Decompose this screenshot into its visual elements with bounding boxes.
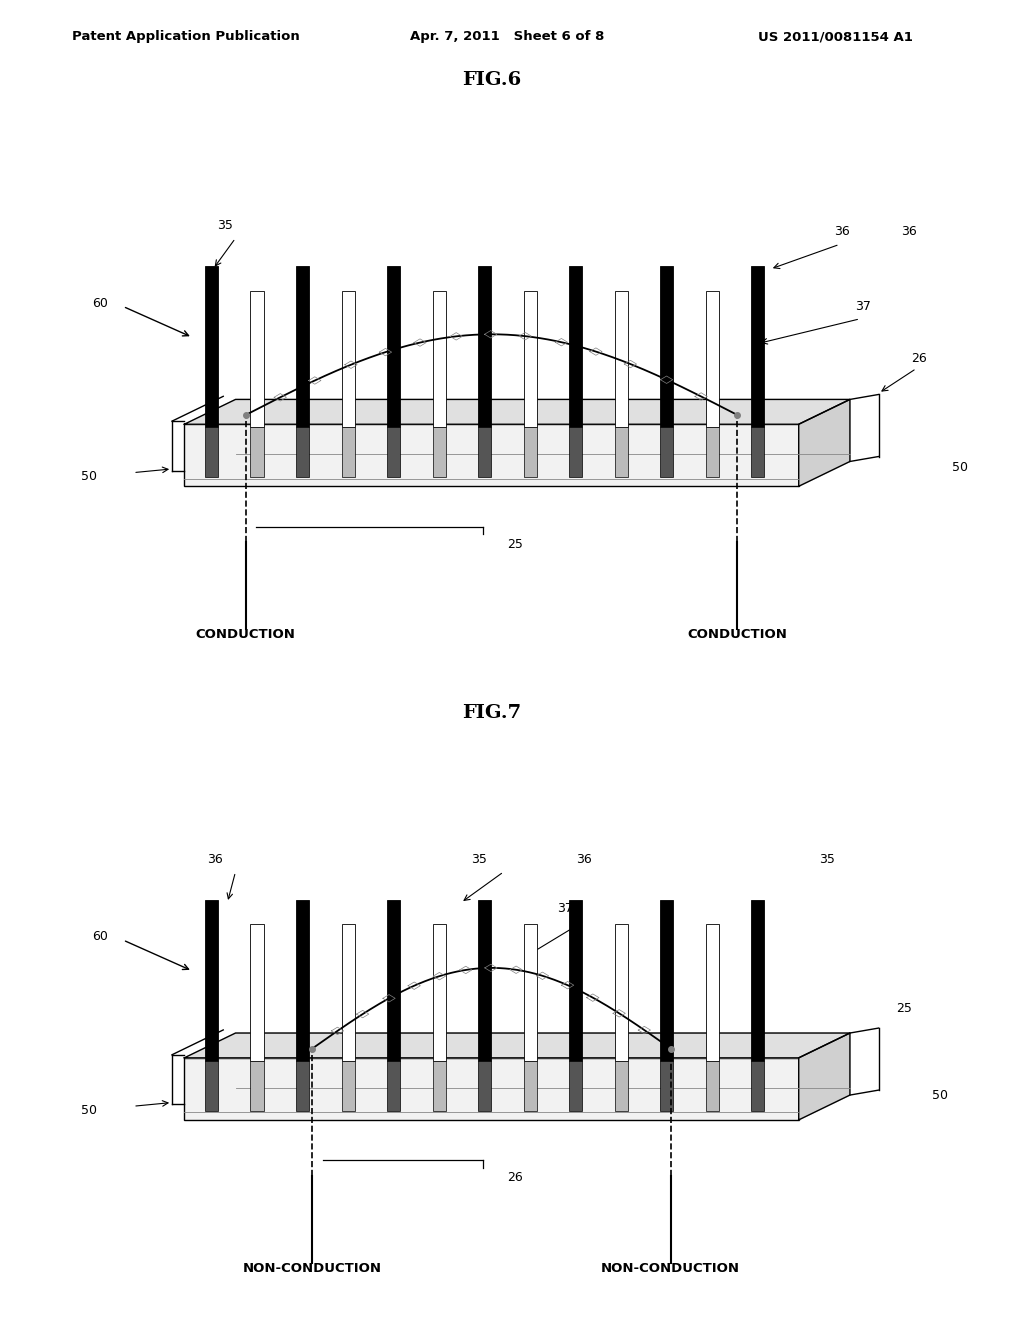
- Text: 60: 60: [91, 931, 108, 944]
- Bar: [569, 1061, 583, 1110]
- Text: 36: 36: [901, 226, 916, 238]
- Bar: [706, 428, 719, 477]
- Text: 60: 60: [91, 297, 108, 310]
- Bar: [523, 290, 537, 428]
- Text: CONDUCTION: CONDUCTION: [196, 628, 296, 642]
- Text: 50: 50: [81, 1104, 97, 1117]
- Bar: [205, 900, 218, 1061]
- Text: US 2011/0081154 A1: US 2011/0081154 A1: [758, 30, 912, 44]
- Bar: [478, 428, 492, 477]
- Bar: [432, 290, 445, 428]
- Bar: [706, 290, 719, 428]
- Bar: [342, 924, 355, 1061]
- Text: 36: 36: [575, 853, 592, 866]
- Polygon shape: [184, 400, 850, 424]
- Bar: [296, 428, 309, 477]
- Bar: [614, 428, 628, 477]
- Bar: [342, 428, 355, 477]
- Bar: [251, 290, 264, 428]
- Bar: [614, 290, 628, 428]
- Text: 26: 26: [911, 352, 927, 366]
- Bar: [251, 924, 264, 1061]
- Text: CONDUCTION: CONDUCTION: [687, 628, 787, 642]
- Text: NON-CONDUCTION: NON-CONDUCTION: [243, 1262, 382, 1275]
- Bar: [205, 428, 218, 477]
- Text: Patent Application Publication: Patent Application Publication: [72, 30, 299, 44]
- Bar: [752, 1061, 764, 1110]
- Text: 50: 50: [952, 461, 969, 474]
- Bar: [523, 1061, 537, 1110]
- Bar: [432, 1061, 445, 1110]
- Bar: [660, 428, 674, 477]
- Bar: [752, 900, 764, 1061]
- Text: 37: 37: [557, 902, 573, 915]
- Bar: [660, 900, 674, 1061]
- Text: NON-CONDUCTION: NON-CONDUCTION: [601, 1262, 740, 1275]
- Bar: [432, 428, 445, 477]
- Text: 25: 25: [507, 537, 523, 550]
- Bar: [342, 1061, 355, 1110]
- Bar: [706, 924, 719, 1061]
- Bar: [251, 428, 264, 477]
- Text: 36: 36: [835, 226, 850, 238]
- Text: 35: 35: [217, 219, 233, 232]
- Bar: [478, 900, 492, 1061]
- Text: 37: 37: [855, 300, 871, 313]
- Text: 26: 26: [507, 1171, 522, 1184]
- Bar: [660, 1061, 674, 1110]
- Bar: [523, 924, 537, 1061]
- Bar: [432, 924, 445, 1061]
- Text: Apr. 7, 2011   Sheet 6 of 8: Apr. 7, 2011 Sheet 6 of 8: [410, 30, 604, 44]
- Bar: [205, 1061, 218, 1110]
- Bar: [205, 267, 218, 428]
- Bar: [752, 267, 764, 428]
- Text: 50: 50: [932, 1089, 948, 1102]
- Text: FIG.7: FIG.7: [462, 705, 521, 722]
- Text: 50: 50: [81, 470, 97, 483]
- Bar: [569, 428, 583, 477]
- Bar: [251, 1061, 264, 1110]
- Text: 36: 36: [207, 853, 223, 866]
- Bar: [184, 1057, 799, 1119]
- Bar: [387, 1061, 400, 1110]
- Polygon shape: [799, 1034, 850, 1119]
- Bar: [184, 424, 799, 486]
- Text: 25: 25: [896, 1002, 912, 1015]
- Bar: [296, 900, 309, 1061]
- Polygon shape: [184, 1034, 850, 1057]
- Bar: [387, 900, 400, 1061]
- Bar: [569, 267, 583, 428]
- Polygon shape: [799, 400, 850, 486]
- Bar: [342, 290, 355, 428]
- Bar: [296, 1061, 309, 1110]
- Bar: [296, 267, 309, 428]
- Bar: [660, 267, 674, 428]
- Bar: [478, 1061, 492, 1110]
- Bar: [614, 1061, 628, 1110]
- Text: FIG.6: FIG.6: [462, 71, 521, 88]
- Bar: [706, 1061, 719, 1110]
- Bar: [569, 900, 583, 1061]
- Bar: [387, 267, 400, 428]
- Text: 35: 35: [819, 853, 836, 866]
- Bar: [478, 267, 492, 428]
- Text: 35: 35: [471, 853, 487, 866]
- Bar: [523, 428, 537, 477]
- Bar: [614, 924, 628, 1061]
- Bar: [387, 428, 400, 477]
- Bar: [752, 428, 764, 477]
